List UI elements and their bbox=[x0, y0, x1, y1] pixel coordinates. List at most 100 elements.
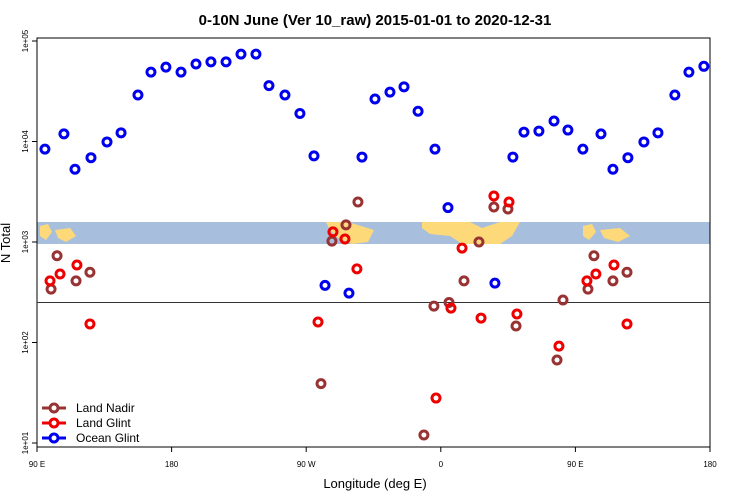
point bbox=[315, 378, 327, 390]
point bbox=[581, 275, 593, 287]
point bbox=[553, 340, 565, 352]
map-land bbox=[583, 224, 630, 242]
point bbox=[475, 312, 487, 324]
x-axis-label: Longitude (deg E) bbox=[323, 476, 426, 491]
point bbox=[548, 115, 560, 127]
point bbox=[683, 66, 695, 78]
legend-marker bbox=[48, 402, 60, 414]
x-tick-label: 90 W bbox=[297, 460, 316, 469]
point bbox=[263, 80, 275, 92]
point bbox=[595, 128, 607, 140]
point bbox=[412, 105, 424, 117]
y-tick-label: 1e+01 bbox=[21, 431, 30, 454]
chart-title: 0-10N June (Ver 10_raw) 2015-01-01 to 20… bbox=[199, 12, 552, 29]
y-tick-label: 1e+05 bbox=[21, 29, 30, 52]
point bbox=[384, 86, 396, 98]
point bbox=[638, 136, 650, 148]
point bbox=[456, 242, 468, 254]
point bbox=[518, 126, 530, 138]
y-tick-label: 1e+04 bbox=[21, 130, 30, 153]
point bbox=[84, 318, 96, 330]
legend-marker bbox=[48, 432, 60, 444]
legend-marker bbox=[48, 417, 60, 429]
point bbox=[510, 320, 522, 332]
point bbox=[308, 150, 320, 162]
legend-label: Land Glint bbox=[76, 416, 131, 430]
point bbox=[443, 297, 455, 309]
point bbox=[551, 354, 563, 366]
point bbox=[398, 81, 410, 93]
point bbox=[44, 275, 56, 287]
y-tick-label: 1e+02 bbox=[21, 331, 30, 354]
point bbox=[279, 89, 291, 101]
point bbox=[588, 250, 600, 262]
y-tick-label: 1e+03 bbox=[21, 230, 30, 253]
point bbox=[175, 66, 187, 78]
point bbox=[507, 151, 519, 163]
point bbox=[622, 152, 634, 164]
point bbox=[442, 202, 454, 214]
point bbox=[428, 300, 440, 312]
point bbox=[533, 125, 545, 137]
point bbox=[69, 163, 81, 175]
point bbox=[115, 127, 127, 139]
y-axis-label: N Total bbox=[0, 223, 13, 263]
point bbox=[669, 89, 681, 101]
point bbox=[51, 250, 63, 262]
point bbox=[608, 259, 620, 271]
point bbox=[39, 143, 51, 155]
point bbox=[577, 143, 589, 155]
x-tick-label: 0 bbox=[439, 460, 444, 469]
map-land bbox=[40, 224, 76, 242]
point bbox=[312, 316, 324, 328]
point bbox=[294, 107, 306, 119]
point bbox=[145, 66, 157, 78]
point bbox=[220, 56, 232, 68]
point bbox=[356, 151, 368, 163]
point bbox=[511, 308, 523, 320]
point bbox=[205, 56, 217, 68]
point bbox=[562, 124, 574, 136]
point bbox=[557, 294, 569, 306]
point bbox=[235, 48, 247, 60]
point bbox=[343, 287, 355, 299]
x-tick-label: 180 bbox=[165, 460, 179, 469]
map-land bbox=[326, 222, 374, 244]
point bbox=[621, 266, 633, 278]
map-land bbox=[422, 222, 520, 244]
x-tick-label: 180 bbox=[703, 460, 717, 469]
legend-label: Ocean Glint bbox=[76, 431, 140, 445]
point bbox=[190, 58, 202, 70]
x-tick-label: 90 E bbox=[29, 460, 45, 469]
point bbox=[430, 392, 442, 404]
point bbox=[319, 279, 331, 291]
point bbox=[340, 219, 352, 231]
point bbox=[71, 259, 83, 271]
x-tick-label: 90 E bbox=[567, 460, 583, 469]
point bbox=[652, 127, 664, 139]
point bbox=[488, 190, 500, 202]
point bbox=[58, 128, 70, 140]
point bbox=[250, 48, 262, 60]
point bbox=[101, 136, 113, 148]
point bbox=[327, 226, 339, 238]
point bbox=[418, 429, 430, 441]
point bbox=[70, 275, 82, 287]
point bbox=[503, 196, 515, 208]
point bbox=[488, 201, 500, 213]
map-band bbox=[37, 222, 710, 244]
point bbox=[473, 236, 485, 248]
map-ocean bbox=[37, 222, 710, 244]
point bbox=[85, 152, 97, 164]
point bbox=[160, 61, 172, 73]
point bbox=[607, 163, 619, 175]
point bbox=[458, 275, 470, 287]
point bbox=[84, 266, 96, 278]
point bbox=[445, 302, 457, 314]
point bbox=[132, 89, 144, 101]
point bbox=[429, 143, 441, 155]
point bbox=[698, 60, 710, 72]
legend-label: Land Nadir bbox=[76, 401, 135, 415]
